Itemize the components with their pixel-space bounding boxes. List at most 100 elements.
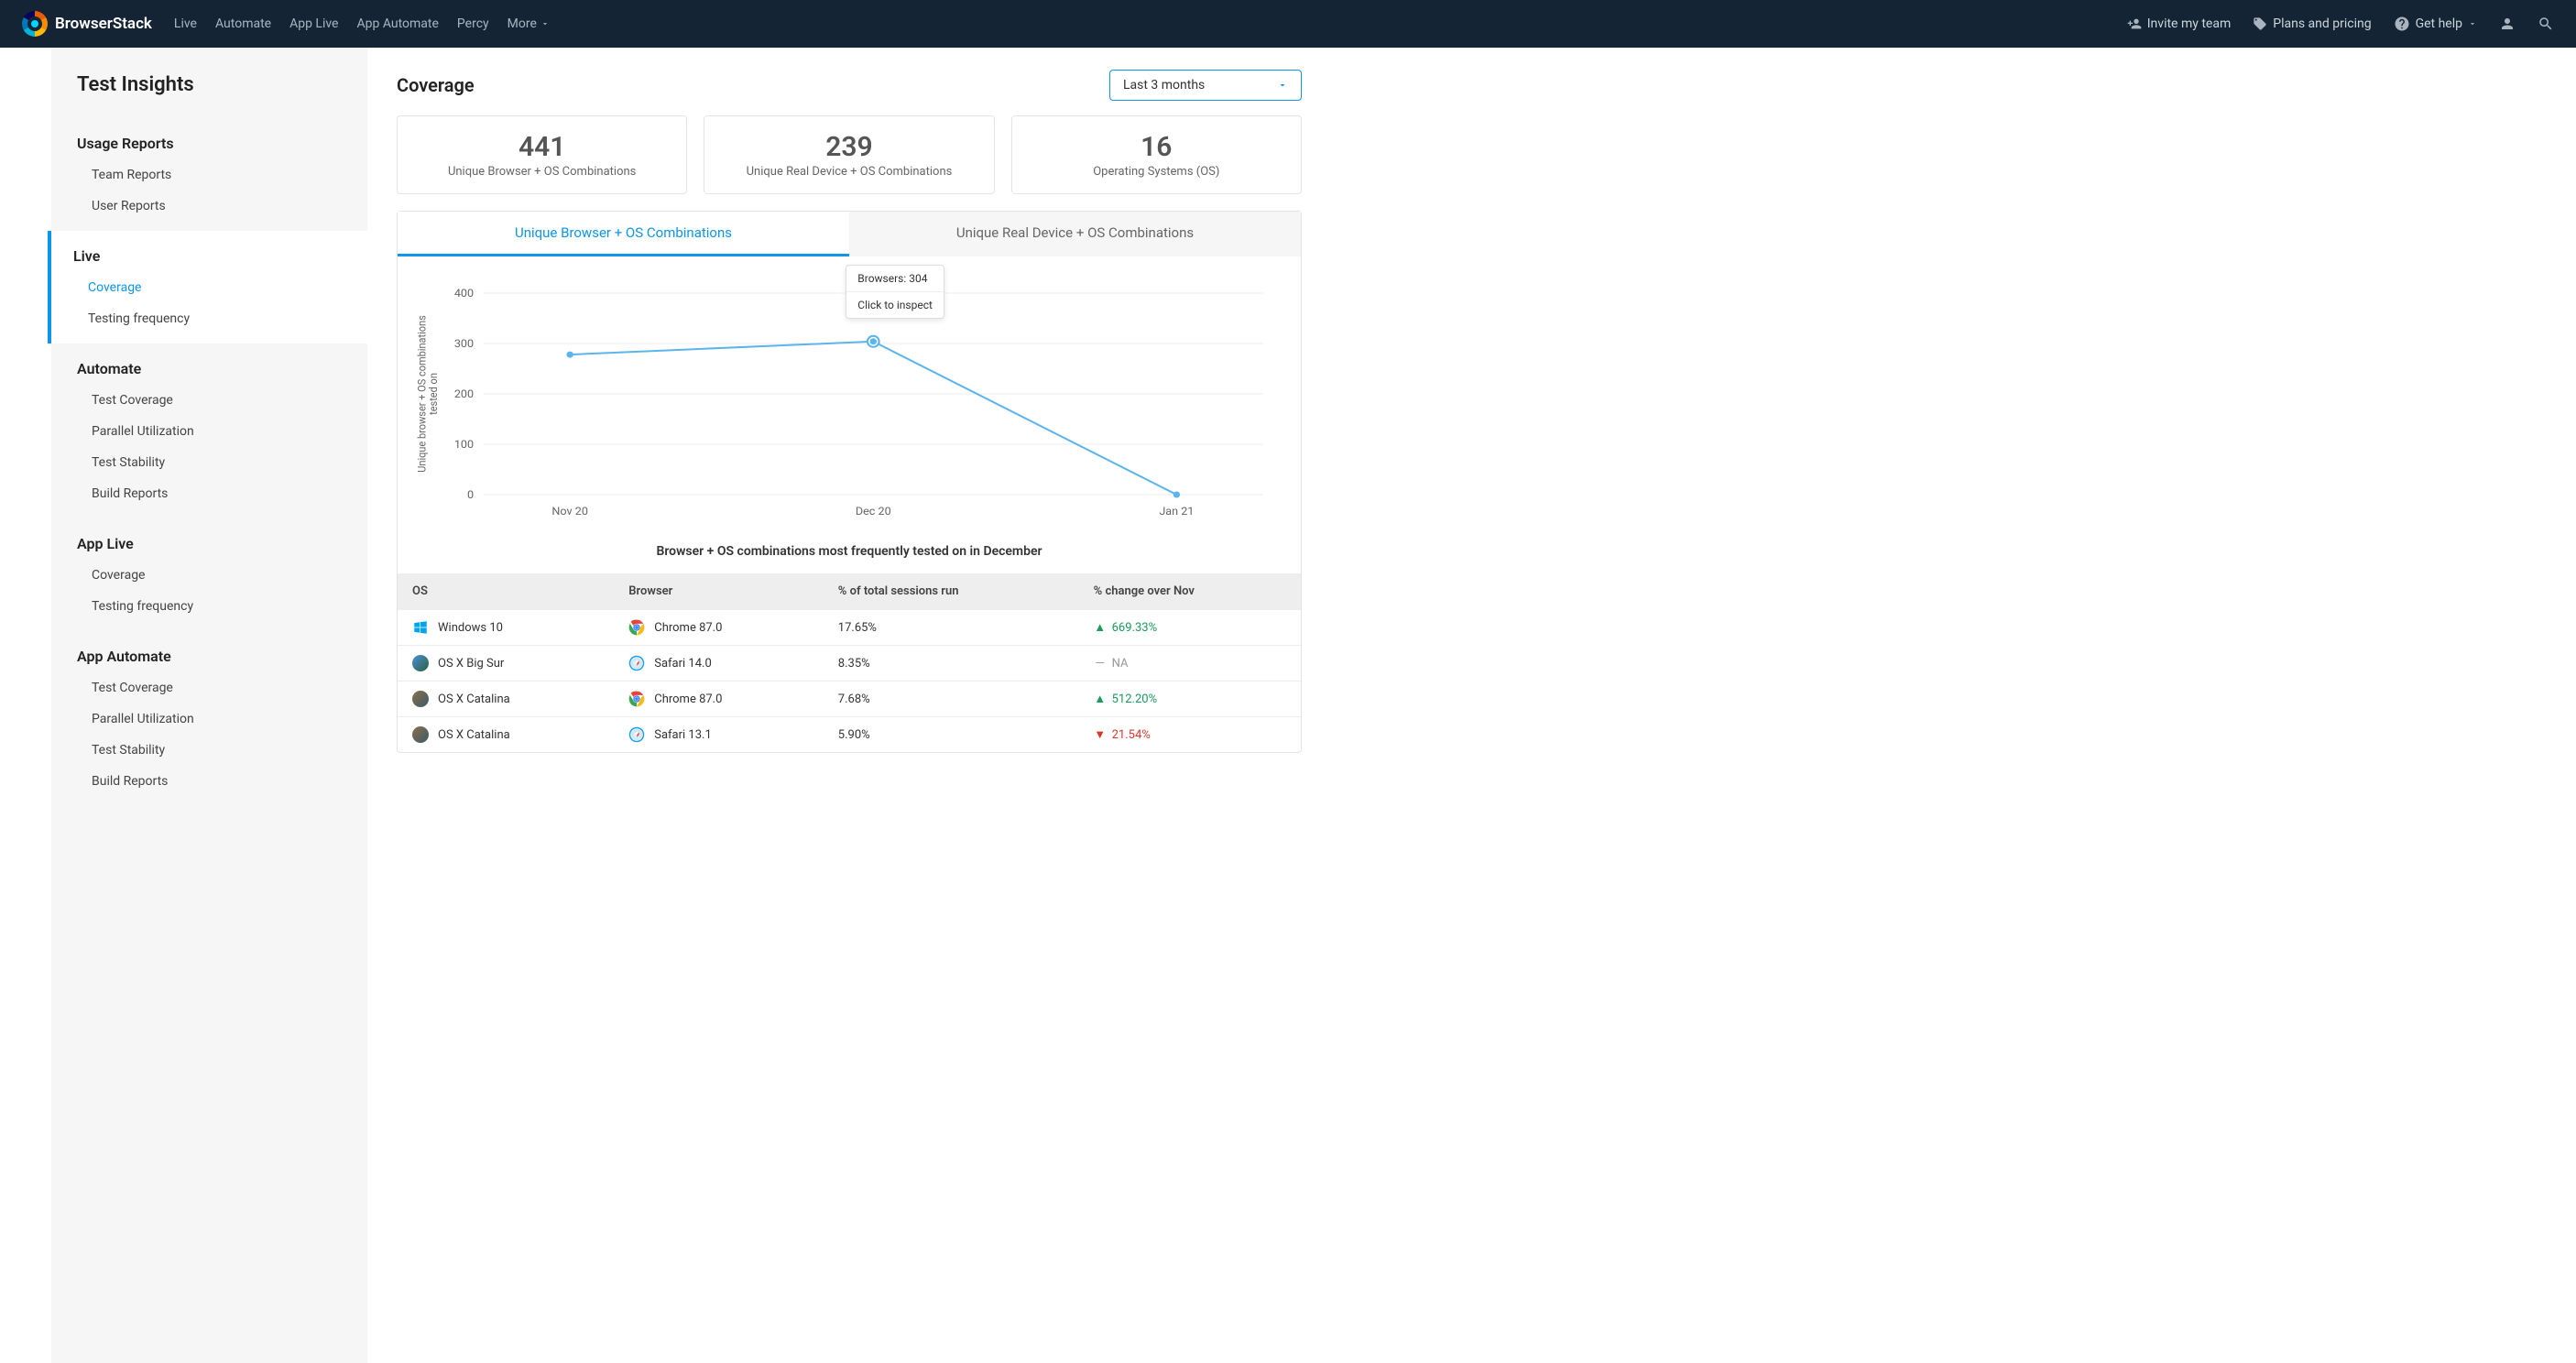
topnav-right: Invite my team Plans and pricing Get hel… xyxy=(2127,16,2554,32)
tooltip-line1: Browsers: 304 xyxy=(846,266,944,292)
stat-label: Unique Browser + OS Combinations xyxy=(412,165,671,179)
svg-text:Nov 20: Nov 20 xyxy=(551,506,588,518)
plans-label: Plans and pricing xyxy=(2273,16,2371,31)
stat-card: 441 Unique Browser + OS Combinations xyxy=(397,115,687,194)
user-icon-link[interactable] xyxy=(2499,16,2516,32)
browser-cell: Chrome 87.0 xyxy=(628,619,809,636)
nav-link-more[interactable]: More xyxy=(508,16,550,31)
sidebar-heading[interactable]: Live xyxy=(51,240,367,272)
sidebar-item-parallel-utilization[interactable]: Parallel Utilization xyxy=(51,703,367,735)
stat-card: 16Operating Systems (OS) xyxy=(1011,115,1302,194)
nav-link-automate[interactable]: Automate xyxy=(215,16,271,31)
sidebar-section-usage-reports: Usage ReportsTeam ReportsUser Reports xyxy=(51,118,367,231)
sidebar-item-coverage[interactable]: Coverage xyxy=(51,272,367,303)
sidebar-heading[interactable]: Usage Reports xyxy=(51,127,367,159)
sidebar-item-test-stability[interactable]: Test Stability xyxy=(51,735,367,766)
change-cell: ▼21.54% xyxy=(1079,717,1301,753)
svg-text:100: 100 xyxy=(454,439,474,452)
nav-links: Live Automate App Live App Automate Percy Mor… xyxy=(174,16,550,31)
table-title: Browser + OS combinations most frequentl… xyxy=(398,529,1301,573)
stat-value: 441 xyxy=(412,131,671,163)
os-cell: OS X Catalina xyxy=(412,691,599,707)
sidebar-heading[interactable]: App Automate xyxy=(51,640,367,672)
tab-unique-browser-os-combinations[interactable]: Unique Browser + OS Combinations xyxy=(398,212,849,256)
sidebar-item-test-coverage[interactable]: Test Coverage xyxy=(51,672,367,703)
tooltip-line2: Click to inspect xyxy=(846,292,944,318)
stat-card: 239Unique Real Device + OS Combinations xyxy=(704,115,994,194)
change-cell: ▲669.33% xyxy=(1079,610,1301,646)
sidebar-item-build-reports[interactable]: Build Reports xyxy=(51,766,367,797)
change-cell: ▲512.20% xyxy=(1079,682,1301,717)
table-row[interactable]: Windows 10 Chrome 87.0 17.65%▲669.33% xyxy=(398,610,1301,646)
sidebar-item-user-reports[interactable]: User Reports xyxy=(51,191,367,222)
browser-cell: Safari 13.1 xyxy=(628,726,809,743)
invite-team-link[interactable]: Invite my team xyxy=(2127,16,2231,31)
logo[interactable]: BrowserStack xyxy=(22,11,152,37)
svg-text:Jan 21: Jan 21 xyxy=(1159,506,1194,518)
sidebar-item-build-reports[interactable]: Build Reports xyxy=(51,478,367,509)
help-label: Get help xyxy=(2416,16,2462,31)
svg-text:300: 300 xyxy=(454,338,474,351)
chevron-down-icon xyxy=(1277,80,1288,91)
os-cell: OS X Catalina xyxy=(412,726,599,743)
sidebar-item-coverage[interactable]: Coverage xyxy=(51,560,367,591)
search-icon xyxy=(2538,16,2554,32)
chart-panel: Unique Browser + OS CombinationsUnique R… xyxy=(397,211,1302,753)
sidebar-item-testing-frequency[interactable]: Testing frequency xyxy=(51,303,367,334)
table-row[interactable]: OS X Catalina Safari 13.1 5.90%▼21.54% xyxy=(398,717,1301,753)
sidebar-section-app-live: App LiveCoverageTesting frequency xyxy=(51,518,367,631)
svg-text:0: 0 xyxy=(467,489,474,502)
sidebar-item-team-reports[interactable]: Team Reports xyxy=(51,159,367,191)
pct-cell: 7.68% xyxy=(824,682,1079,717)
sidebar-heading[interactable]: App Live xyxy=(51,528,367,560)
tag-icon xyxy=(2253,16,2267,31)
pct-cell: 17.65% xyxy=(824,610,1079,646)
browser-cell: Safari 14.0 xyxy=(628,655,809,671)
content: Coverage Last 3 months 441 Unique Browser… xyxy=(367,48,1375,1363)
pct-cell: 5.90% xyxy=(824,717,1079,753)
svg-text:400: 400 xyxy=(454,288,474,300)
content-header: Coverage Last 3 months xyxy=(397,70,1302,101)
sidebar-section-automate: AutomateTest CoverageParallel Utilizatio… xyxy=(51,343,367,518)
table-header: Browser xyxy=(614,573,824,610)
chevron-down-icon xyxy=(2468,19,2477,28)
nav-link-percy[interactable]: Percy xyxy=(457,16,489,31)
table-header: % change over Nov xyxy=(1079,573,1301,610)
sidebar-item-test-stability[interactable]: Test Stability xyxy=(51,447,367,478)
stat-value: 16 xyxy=(1027,131,1286,163)
nav-link-live[interactable]: Live xyxy=(174,16,197,31)
sidebar: Test Insights Usage ReportsTeam ReportsU… xyxy=(51,48,367,1363)
sidebar-heading[interactable]: Automate xyxy=(51,353,367,385)
chart-tooltip[interactable]: Browsers: 304 Click to inspect xyxy=(846,265,944,319)
tab-unique-real-device-os-combinations[interactable]: Unique Real Device + OS Combinations xyxy=(849,212,1301,256)
help-icon xyxy=(2394,16,2410,32)
os-cell: OS X Big Sur xyxy=(412,655,599,671)
nav-link-app-automate[interactable]: App Automate xyxy=(356,16,438,31)
combinations-table: OSBrowser% of total sessions run% change… xyxy=(398,573,1301,752)
search-icon-link[interactable] xyxy=(2538,16,2554,32)
top-nav: BrowserStack Live Automate App Live App Aut… xyxy=(0,0,2576,48)
sidebar-title: Test Insights xyxy=(51,73,367,118)
period-select[interactable]: Last 3 months xyxy=(1109,70,1302,101)
browser-cell: Chrome 87.0 xyxy=(628,691,809,707)
user-icon xyxy=(2499,16,2516,32)
sidebar-section-app-automate: App AutomateTest CoverageParallel Utiliz… xyxy=(51,631,367,806)
sidebar-item-test-coverage[interactable]: Test Coverage xyxy=(51,385,367,416)
table-row[interactable]: OS X Big SurSafari 14.08.35%—NA xyxy=(398,646,1301,682)
sidebar-item-parallel-utilization[interactable]: Parallel Utilization xyxy=(51,416,367,447)
nav-link-app-live[interactable]: App Live xyxy=(289,16,338,31)
tabs: Unique Browser + OS CombinationsUnique R… xyxy=(398,212,1301,256)
table-header: OS xyxy=(398,573,614,610)
sidebar-section-live: LiveCoverageTesting frequency xyxy=(48,231,367,343)
sidebar-item-testing-frequency[interactable]: Testing frequency xyxy=(51,591,367,622)
table-row[interactable]: OS X Catalina Chrome 87.0 7.68%▲512.20% xyxy=(398,682,1301,717)
invite-icon xyxy=(2127,16,2142,31)
main-layout: Test Insights Usage ReportsTeam ReportsU… xyxy=(0,48,2576,1363)
svg-text:Unique browser + OS combinatio: Unique browser + OS combinationstested o… xyxy=(416,315,440,473)
plans-link[interactable]: Plans and pricing xyxy=(2253,16,2371,31)
help-link[interactable]: Get help xyxy=(2394,16,2477,32)
svg-text:Dec 20: Dec 20 xyxy=(856,506,891,518)
chart-wrap: Unique browser + OS combinationstested o… xyxy=(398,256,1301,529)
os-cell: Windows 10 xyxy=(412,619,599,636)
pct-cell: 8.35% xyxy=(824,646,1079,682)
